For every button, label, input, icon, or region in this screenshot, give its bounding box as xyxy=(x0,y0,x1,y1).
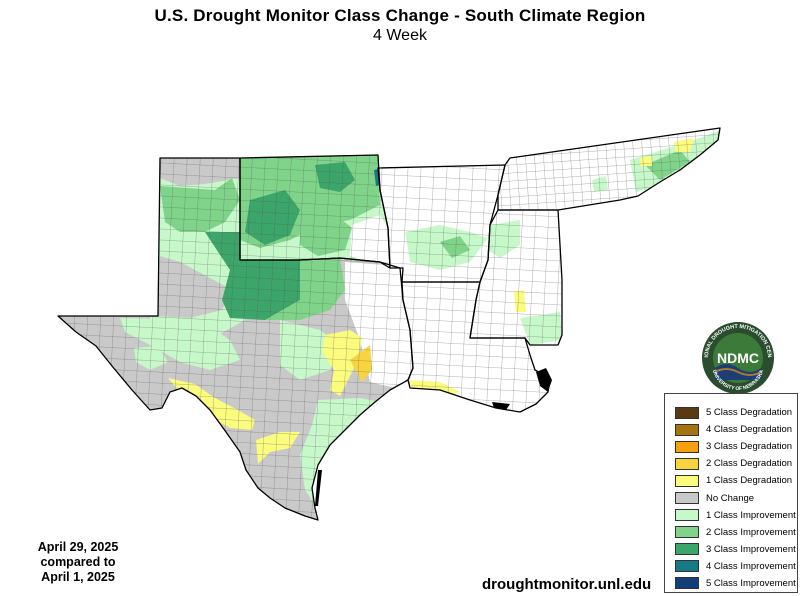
legend-swatch xyxy=(675,577,699,590)
legend-swatch xyxy=(675,406,699,419)
county-lines xyxy=(58,128,720,520)
legend-swatch xyxy=(675,492,699,505)
legend-item: 2 Class Degradation xyxy=(675,455,797,472)
legend: 5 Class Degradation 4 Class Degradation 3 … xyxy=(664,393,798,593)
legend-swatch xyxy=(675,423,699,436)
legend-label: 4 Class Improvement xyxy=(706,560,796,572)
legend-label: 3 Class Degradation xyxy=(706,441,793,453)
date-block: April 29, 2025 compared to April 1, 2025 xyxy=(8,540,148,585)
legend-item: 1 Class Degradation xyxy=(675,472,797,489)
legend-item: 5 Class Degradation xyxy=(675,404,797,421)
coast-islands xyxy=(315,368,552,506)
legend-item: 3 Class Degradation xyxy=(675,438,797,455)
legend-swatch xyxy=(675,474,699,487)
map-title: U.S. Drought Monitor Class Change - Sout… xyxy=(154,6,646,25)
legend-item: 4 Class Improvement xyxy=(675,558,797,575)
barrier-island-tx xyxy=(315,470,322,506)
legend-item: 4 Class Degradation xyxy=(675,421,797,438)
mississippi-delta xyxy=(536,368,552,392)
previous-date: April 1, 2025 xyxy=(41,570,115,584)
compared-to-label: compared to xyxy=(40,555,116,569)
legend-label: 5 Class Degradation xyxy=(706,407,793,419)
legend-item: 3 Class Improvement xyxy=(675,541,797,558)
legend-label: 2 Class Degradation xyxy=(706,458,793,470)
legend-item: 2 Class Improvement xyxy=(675,524,797,541)
legend-label: 2 Class Improvement xyxy=(706,526,796,538)
current-date: April 29, 2025 xyxy=(37,540,119,554)
legend-swatch xyxy=(675,560,699,573)
legend-label: 1 Class Degradation xyxy=(706,475,793,487)
legend-label: 4 Class Degradation xyxy=(706,424,793,436)
legend-swatch xyxy=(675,509,699,522)
la-marsh xyxy=(492,402,510,410)
legend-item: No Change xyxy=(675,489,797,506)
legend-swatch xyxy=(675,440,699,453)
website-url: droughtmonitor.unl.edu xyxy=(482,576,652,593)
legend-item: 5 Class Improvement xyxy=(675,575,797,592)
legend-label: 1 Class Improvement xyxy=(706,509,796,521)
legend-item: 1 Class Improvement xyxy=(675,507,797,524)
map-subtitle: 4 Week xyxy=(373,27,427,44)
logo-text: NDMC xyxy=(717,350,759,366)
legend-label: 3 Class Improvement xyxy=(706,543,796,555)
legend-label: No Change xyxy=(706,492,755,504)
ndmc-logo: NDMC NATIONAL DROUGHT MITIGATION CENTER … xyxy=(700,320,774,394)
legend-swatch xyxy=(675,457,699,470)
legend-swatch xyxy=(675,543,699,556)
legend-label: 5 Class Improvement xyxy=(706,577,796,589)
legend-swatch xyxy=(675,526,699,539)
